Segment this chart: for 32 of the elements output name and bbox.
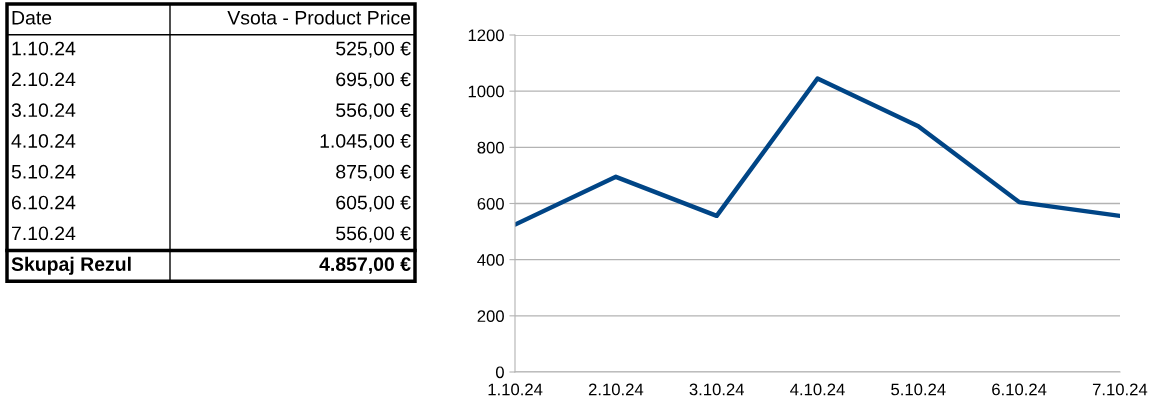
x-tick-label: 1.10.24 [488,383,543,396]
y-tick-label: 200 [477,310,504,323]
text: 1.045,00 € [320,134,411,151]
y-tick-label: 400 [477,254,504,266]
x-tick-label: 4.10.24 [790,383,845,396]
y-tick-label: 1200 [468,29,504,42]
y-tick-label: 600 [477,197,504,210]
x-tick-label: 5.10.24 [891,383,946,396]
category-label: 1.10.24 [12,41,76,56]
text: 556,00 € [336,103,411,120]
text: 695,00 € [336,72,411,89]
category-label: 5.10.24 [11,164,76,179]
category-label: 7.10.24 [12,226,76,241]
text: Skupaj Rezul [11,256,131,275]
y-tick-label: 800 [477,141,504,154]
category-label: 6.10.24 [11,195,76,210]
x-tick-label: 6.10.24 [992,383,1047,396]
text: 556,00 € [336,226,411,243]
text: Vsota - Product Price [227,10,411,25]
text: 4.857,00 € [319,257,411,274]
text: 525,00 € [336,41,411,58]
y-tick-label: 0 [495,366,504,379]
category-label: 2.10.24 [11,72,76,87]
text: 875,00 € [336,164,411,181]
text: Date [12,11,52,25]
text: 605,00 € [336,195,411,212]
category-label: 4.10.24 [11,134,76,148]
x-tick-label: 7.10.24 [1092,383,1148,396]
x-tick-label: 3.10.24 [689,383,745,396]
y-tick-label: 1000 [468,85,504,98]
category-label: 3.10.24 [11,103,76,118]
x-tick-label: 2.10.24 [588,383,644,396]
